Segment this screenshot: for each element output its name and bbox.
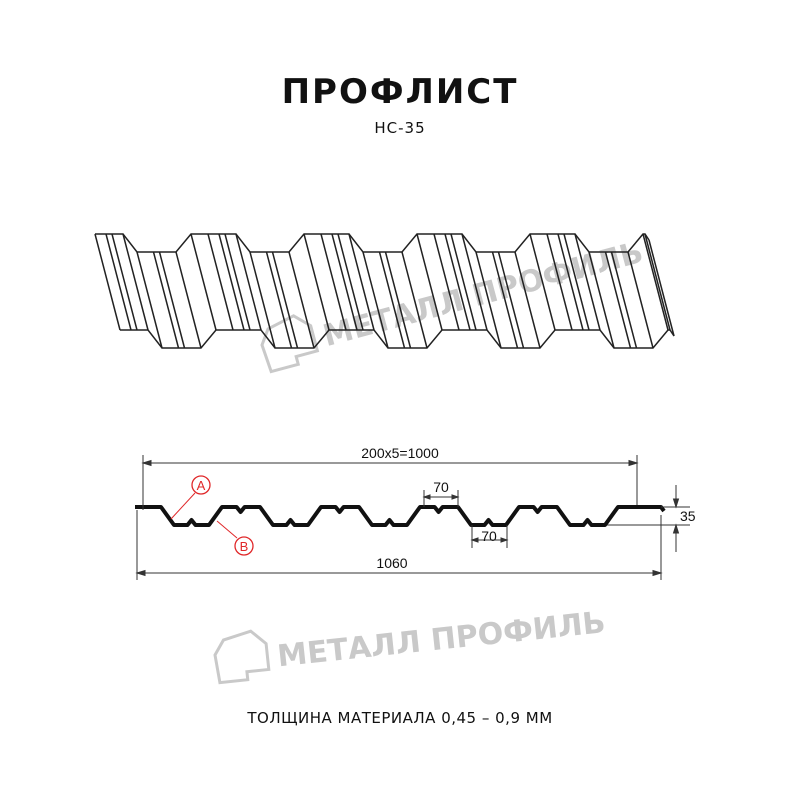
metall-profil-logo-icon — [213, 629, 271, 685]
sheet-fold-line — [642, 233, 669, 331]
sheet-fold-line — [207, 233, 234, 331]
marker-b: B — [216, 520, 254, 556]
sheet-rib-line — [491, 251, 519, 349]
svg-text:A: A — [197, 478, 206, 493]
sheet-fold-line — [348, 233, 375, 331]
sheet-rib-line — [218, 233, 245, 331]
sheet-fold-line — [588, 251, 615, 349]
sheet-rib-line — [444, 233, 471, 331]
material-thickness: ТОЛЩИНА МАТЕРИАЛА 0,45 – 0,9 ММ — [247, 709, 553, 727]
dimension-1060-label: 1060 — [376, 555, 407, 571]
sheet-fold-line — [303, 233, 330, 331]
sheet-rib-line — [224, 233, 251, 331]
sheet-fold-line — [644, 233, 671, 331]
sheet-fold-line — [401, 251, 428, 349]
sheet-fold-line — [288, 251, 315, 349]
sheet-fold-line — [475, 251, 502, 349]
sheet-rib-line — [111, 233, 138, 331]
sheet-fold-line — [546, 233, 573, 331]
sheet-rib-line — [152, 251, 180, 349]
sheet-fold-line — [416, 233, 443, 331]
sheet-fold-line — [362, 251, 389, 349]
sheet-rib-line — [557, 233, 584, 331]
profile-cross-section — [135, 505, 666, 527]
metall-profil-logo-icon — [260, 314, 320, 374]
sheet-fold-line — [514, 251, 541, 349]
sheet-fold-line — [175, 251, 202, 349]
arrow-heads — [422, 494, 460, 500]
watermark-text: МЕТАЛЛ ПРОФИЛЬ — [320, 235, 647, 354]
sheet-fold-line — [190, 233, 217, 331]
sheet-rib-line — [610, 251, 638, 349]
sheet-fold-line — [320, 233, 347, 331]
dimensions — [135, 455, 690, 580]
sheet-fold-line — [574, 233, 601, 331]
sheet-rib-line — [497, 251, 525, 349]
watermark-text: МЕТАЛЛ ПРОФИЛЬ — [276, 605, 607, 674]
sheet-rib-line — [604, 251, 632, 349]
sheet-rib-line — [384, 251, 412, 349]
sheet-fold-line — [461, 233, 488, 331]
sheet-rib-line — [265, 251, 293, 349]
arrow-heads — [672, 498, 680, 534]
sheet-rib-line — [563, 233, 590, 331]
sheet-fold-line — [235, 233, 262, 331]
sheet-fold-line — [94, 233, 121, 331]
sheet-rib-line — [450, 233, 477, 331]
sheet-rib-line — [331, 233, 358, 331]
dimension-70-bottom-label: 70 — [481, 528, 497, 544]
sheet-fold-line — [136, 251, 163, 349]
profile-3d-view — [94, 233, 675, 349]
dimension-1000-label: 200x5=1000 — [361, 445, 439, 461]
sheet-rib-line — [271, 251, 299, 349]
sheet-rib-line — [337, 233, 364, 331]
marker-a: A — [170, 475, 211, 520]
dimension-70-top-label: 70 — [433, 479, 449, 495]
sheet-rib-line — [105, 233, 132, 331]
svg-text:B: B — [240, 539, 249, 554]
sheet-rib-line — [378, 251, 406, 349]
sheet-rib-line — [158, 251, 186, 349]
model-label: НС-35 — [374, 119, 426, 137]
watermark-top: МЕТАЛЛ ПРОФИЛЬ — [260, 235, 647, 374]
sheet-fold-line — [627, 251, 654, 349]
dimension-35-label: 35 — [680, 508, 696, 524]
sheet-fold-line — [433, 233, 460, 331]
arrow-heads — [141, 459, 639, 467]
arrow-heads — [470, 537, 509, 543]
sheet-fold-line — [529, 233, 556, 331]
sheet-fold-line — [648, 239, 675, 337]
arrow-heads — [135, 569, 663, 577]
page-title: ПРОФЛИСТ — [281, 72, 519, 112]
watermark-bottom: МЕТАЛЛ ПРОФИЛЬ — [213, 605, 607, 685]
sheet-fold-line — [122, 233, 149, 331]
sheet-fold-line — [249, 251, 276, 349]
